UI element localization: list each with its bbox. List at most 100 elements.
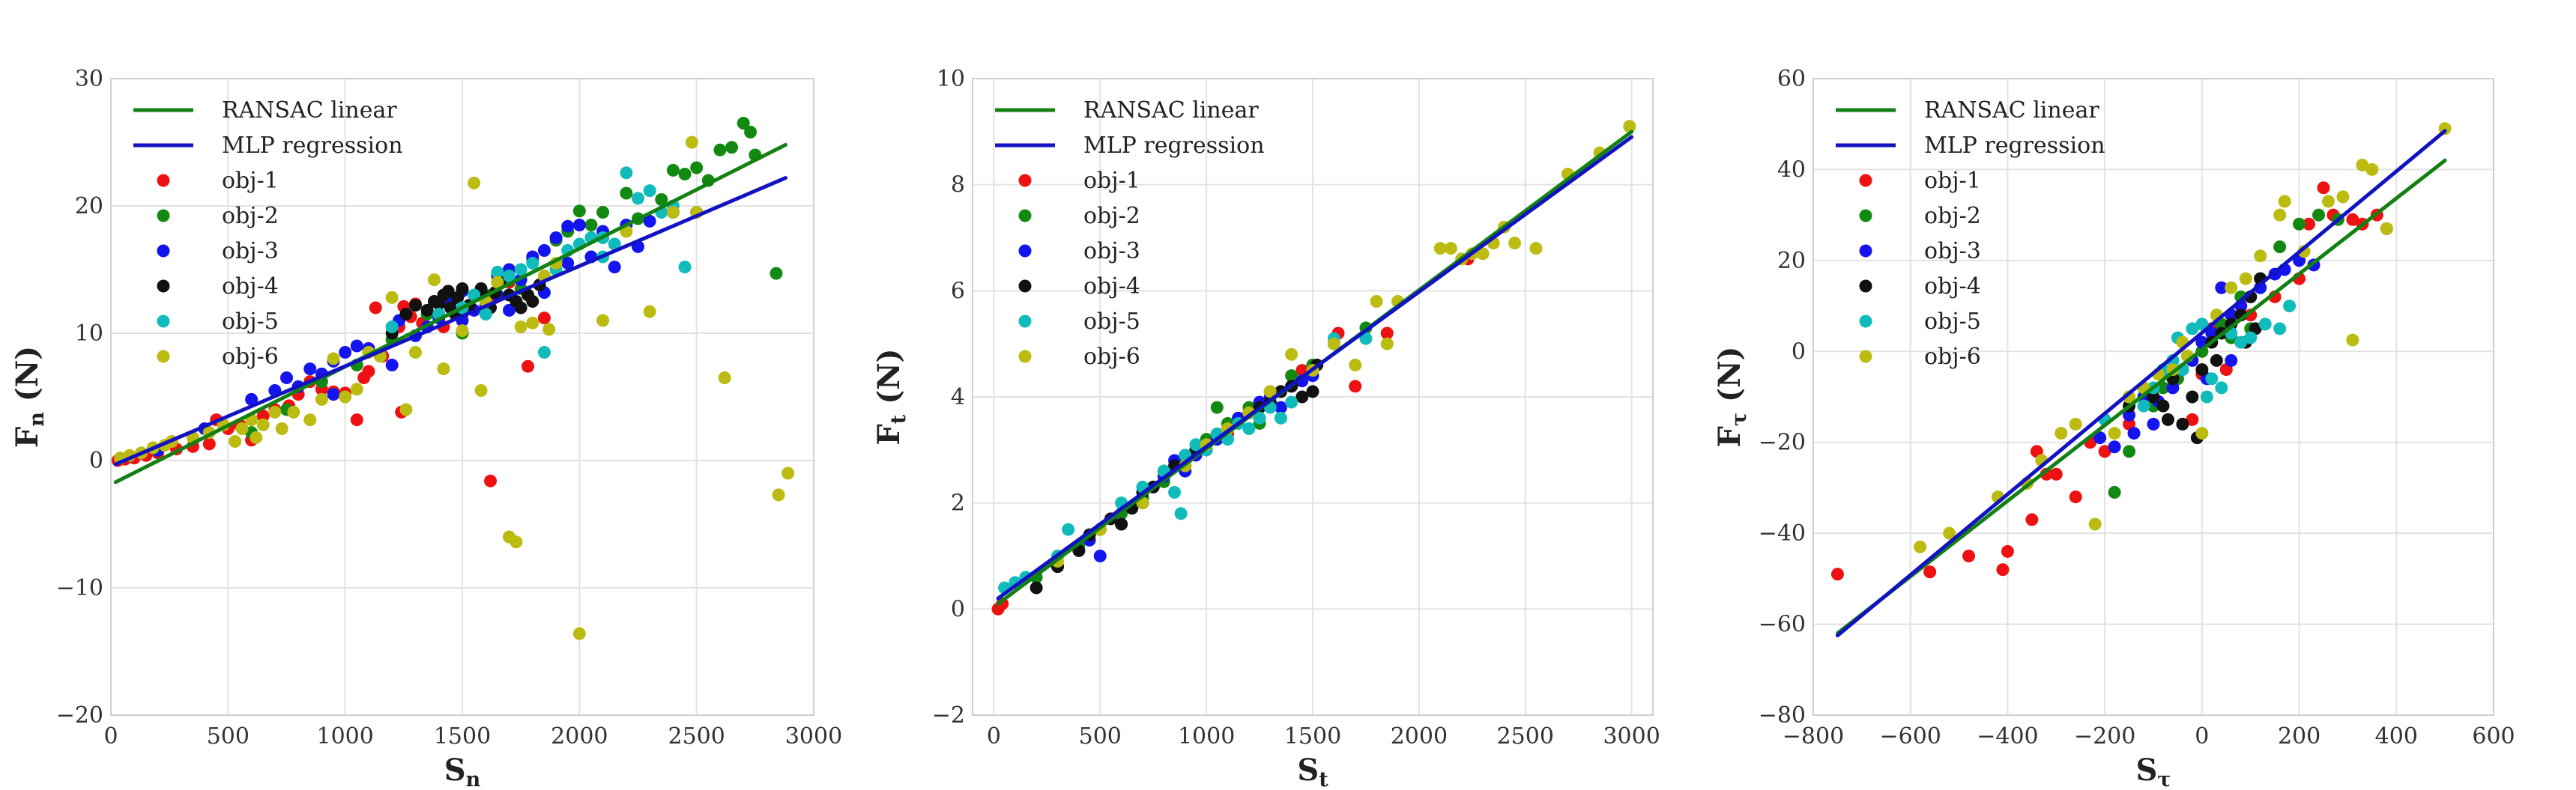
legend-entry-label: obj-1 xyxy=(1083,168,1140,194)
legend: RANSAC linear MLP regression obj-1 obj-2 obj… xyxy=(1836,97,2105,370)
x-tick-label: 600 xyxy=(2472,723,2515,750)
x-tick-label: 1000 xyxy=(1178,723,1235,750)
data-point xyxy=(2127,427,2141,440)
fit-line-mlp xyxy=(996,135,1634,601)
legend: RANSAC linear MLP regression obj-1 obj-2 obj… xyxy=(995,97,1265,370)
data-point xyxy=(350,339,363,353)
data-point xyxy=(2273,240,2287,254)
legend-marker-swatch xyxy=(157,244,170,258)
legend-marker-swatch xyxy=(157,350,170,363)
legend-marker-swatch xyxy=(1859,174,1872,187)
legend-entry-label: obj-6 xyxy=(1083,344,1140,370)
data-point xyxy=(643,214,656,228)
data-point xyxy=(572,204,586,218)
legend-entry-label: obj-5 xyxy=(1924,309,1981,335)
data-point xyxy=(399,403,413,416)
legend-marker-swatch xyxy=(1859,279,1872,293)
x-tick-label: 3000 xyxy=(1603,723,1660,750)
data-point xyxy=(474,384,488,397)
data-point xyxy=(584,219,598,231)
y-axis-label: Ft (N) xyxy=(871,348,910,445)
data-point xyxy=(235,422,249,435)
data-point xyxy=(1306,385,1319,398)
data-point xyxy=(2186,322,2199,335)
data-point xyxy=(250,431,263,444)
data-point xyxy=(362,365,375,378)
data-point xyxy=(280,371,293,384)
legend-marker-swatch xyxy=(1018,315,1032,328)
legend-marker-swatch xyxy=(1018,244,1032,258)
data-point xyxy=(385,359,399,371)
data-point xyxy=(1923,565,1937,579)
data-point xyxy=(1030,581,1043,595)
y-tick-label: 6 xyxy=(951,278,965,304)
data-point xyxy=(521,359,535,373)
y-tick-label: −20 xyxy=(1759,430,1806,456)
data-point xyxy=(2356,158,2369,171)
x-axis-label: Sτ xyxy=(2135,753,2171,790)
data-point xyxy=(608,261,621,274)
data-point xyxy=(678,261,692,274)
series-obj-1 xyxy=(1830,181,2393,581)
data-point xyxy=(327,352,340,365)
data-point xyxy=(1996,563,2010,577)
fit-line-ransac xyxy=(113,142,787,484)
data-point xyxy=(2293,217,2306,231)
data-point xyxy=(1062,523,1075,536)
data-point xyxy=(770,267,783,280)
data-point xyxy=(408,299,422,312)
data-point xyxy=(2234,335,2248,349)
legend-marker-swatch xyxy=(1859,209,1872,222)
legend-entry-label: RANSAC linear xyxy=(1924,97,2099,124)
data-point xyxy=(537,244,551,257)
y-tick-label: 40 xyxy=(1777,157,1806,183)
data-point xyxy=(1327,337,1340,350)
data-point xyxy=(2147,417,2160,431)
data-point xyxy=(2088,517,2102,531)
legend-entry-label: obj-3 xyxy=(222,238,279,264)
legend-marker-swatch xyxy=(157,279,170,293)
data-point xyxy=(2273,208,2287,222)
data-point xyxy=(2001,544,2014,558)
data-point xyxy=(1380,337,1394,350)
data-point xyxy=(2195,363,2209,377)
legend-entry-label: obj-4 xyxy=(1924,273,1981,300)
legend-entry-label: obj-5 xyxy=(222,309,279,335)
x-tick-label: 0 xyxy=(2195,723,2209,750)
data-point xyxy=(2312,208,2326,222)
data-point xyxy=(2055,427,2068,440)
data-point xyxy=(549,231,563,244)
data-point xyxy=(1242,422,1256,435)
y-tick-label: 8 xyxy=(951,172,965,198)
data-point xyxy=(385,320,399,333)
data-point xyxy=(620,166,633,180)
y-tick-label: 10 xyxy=(75,320,103,347)
data-point xyxy=(542,323,556,336)
plot-frame xyxy=(972,78,1654,716)
data-point xyxy=(2195,317,2209,331)
data-point xyxy=(781,467,795,480)
legend-entry-label: MLP regression xyxy=(1924,133,2105,159)
fit-line-mlp xyxy=(1835,129,2447,638)
legend-entry-label: obj-6 xyxy=(1924,344,1981,370)
y-tick-label: 20 xyxy=(1777,248,1806,274)
x-tick-label: −800 xyxy=(1783,723,1844,750)
data-point xyxy=(456,324,469,338)
data-point xyxy=(468,176,481,189)
x-axis-label-subscript: t xyxy=(1319,768,1328,790)
x-axis-label-main: S xyxy=(1297,753,1319,788)
data-point xyxy=(2336,190,2350,204)
legend-marker-swatch xyxy=(1859,244,1872,258)
data-point xyxy=(420,303,434,317)
data-point xyxy=(2205,326,2219,340)
data-point xyxy=(202,437,216,451)
fit-line-ransac xyxy=(1835,158,2447,636)
data-point xyxy=(479,308,492,320)
data-point xyxy=(2273,322,2287,335)
data-point xyxy=(526,316,539,329)
series-obj-5 xyxy=(2098,300,2297,426)
y-axis-label-main: F xyxy=(1712,426,1747,447)
data-point xyxy=(666,163,680,177)
y-tick-label: −20 xyxy=(56,702,103,729)
data-point xyxy=(2200,390,2213,404)
